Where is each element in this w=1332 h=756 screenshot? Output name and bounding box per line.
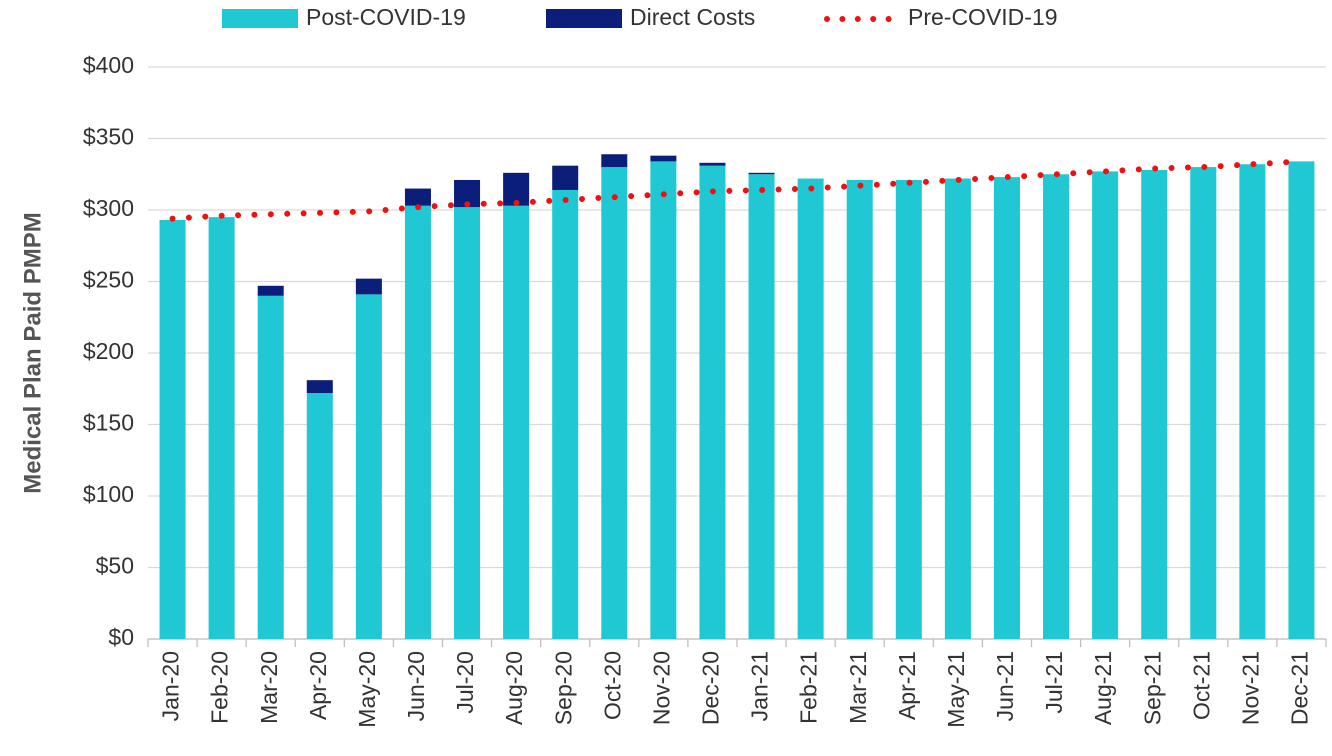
bar — [895, 179, 922, 639]
y-tick-label: $300 — [83, 195, 134, 221]
y-axis-label: Medical Plan Paid PMPM — [19, 212, 46, 493]
x-tick-label: Jun-20 — [403, 651, 429, 721]
x-tick-label: Sep-21 — [1139, 651, 1165, 725]
x-tick-label: Apr-21 — [894, 651, 920, 720]
legend-label: Direct Costs — [630, 4, 755, 30]
x-tick-label: Nov-20 — [648, 651, 674, 725]
x-tick-label: Feb-20 — [207, 651, 233, 724]
bar — [601, 154, 628, 168]
y-tick-label: $50 — [96, 553, 134, 579]
legend-swatch — [546, 9, 622, 28]
x-tick-label: Jan-21 — [747, 651, 773, 721]
bar — [1288, 161, 1315, 639]
bar — [1092, 171, 1119, 639]
y-tick-label: $150 — [83, 410, 134, 436]
x-tick-label: Sep-20 — [550, 651, 576, 725]
y-tick-label: $250 — [83, 267, 134, 293]
x-tick-label: Jun-21 — [992, 651, 1018, 721]
bar — [944, 178, 971, 640]
y-tick-label: $400 — [83, 52, 134, 78]
bar — [699, 162, 726, 166]
bar — [650, 155, 677, 162]
y-tick-label: $0 — [108, 624, 134, 650]
legend-label: Post-COVID-19 — [306, 4, 466, 30]
x-tick-label: Oct-21 — [1188, 651, 1214, 720]
bar — [650, 161, 677, 639]
bar — [306, 380, 333, 394]
bar — [552, 189, 579, 640]
x-tick-label: Oct-20 — [599, 651, 625, 720]
bar — [1190, 167, 1217, 639]
bar — [1239, 164, 1266, 640]
x-tick-label: Nov-21 — [1237, 651, 1263, 725]
x-tick-label: Apr-20 — [305, 651, 331, 720]
bar — [846, 179, 873, 639]
bar — [355, 294, 382, 639]
x-tick-label: Jul-20 — [452, 651, 478, 714]
bar — [748, 174, 775, 639]
bar — [797, 178, 824, 640]
bar — [208, 217, 235, 639]
bar — [503, 205, 530, 639]
x-tick-label: Dec-20 — [698, 651, 724, 725]
bar — [748, 172, 775, 175]
x-tick-label: May-21 — [943, 651, 969, 728]
bar — [552, 165, 579, 190]
bar — [404, 205, 431, 639]
x-tick-label: Jan-20 — [158, 651, 184, 721]
x-tick-label: May-20 — [354, 651, 380, 728]
y-tick-label: $200 — [83, 338, 134, 364]
x-tick-label: Jul-21 — [1041, 651, 1067, 714]
legend-label: Pre-COVID-19 — [908, 4, 1058, 30]
bar — [699, 165, 726, 640]
x-tick-label: Dec-21 — [1287, 651, 1313, 725]
bar — [1043, 174, 1070, 639]
bar — [601, 167, 628, 639]
bar — [159, 220, 186, 639]
bar — [1141, 169, 1168, 639]
x-tick-label: Mar-20 — [256, 651, 282, 724]
x-tick-label: Mar-21 — [845, 651, 871, 724]
bar — [404, 188, 431, 206]
y-tick-label: $350 — [83, 124, 134, 150]
x-tick-label: Feb-21 — [796, 651, 822, 724]
bar — [993, 177, 1020, 640]
x-tick-label: Aug-20 — [501, 651, 527, 725]
legend-swatch — [222, 9, 298, 28]
bar — [306, 393, 333, 639]
bar — [257, 285, 284, 296]
bar — [454, 207, 481, 639]
bar — [257, 295, 284, 639]
x-tick-label: Aug-21 — [1090, 651, 1116, 725]
bar — [355, 278, 382, 295]
y-tick-label: $100 — [83, 481, 134, 507]
